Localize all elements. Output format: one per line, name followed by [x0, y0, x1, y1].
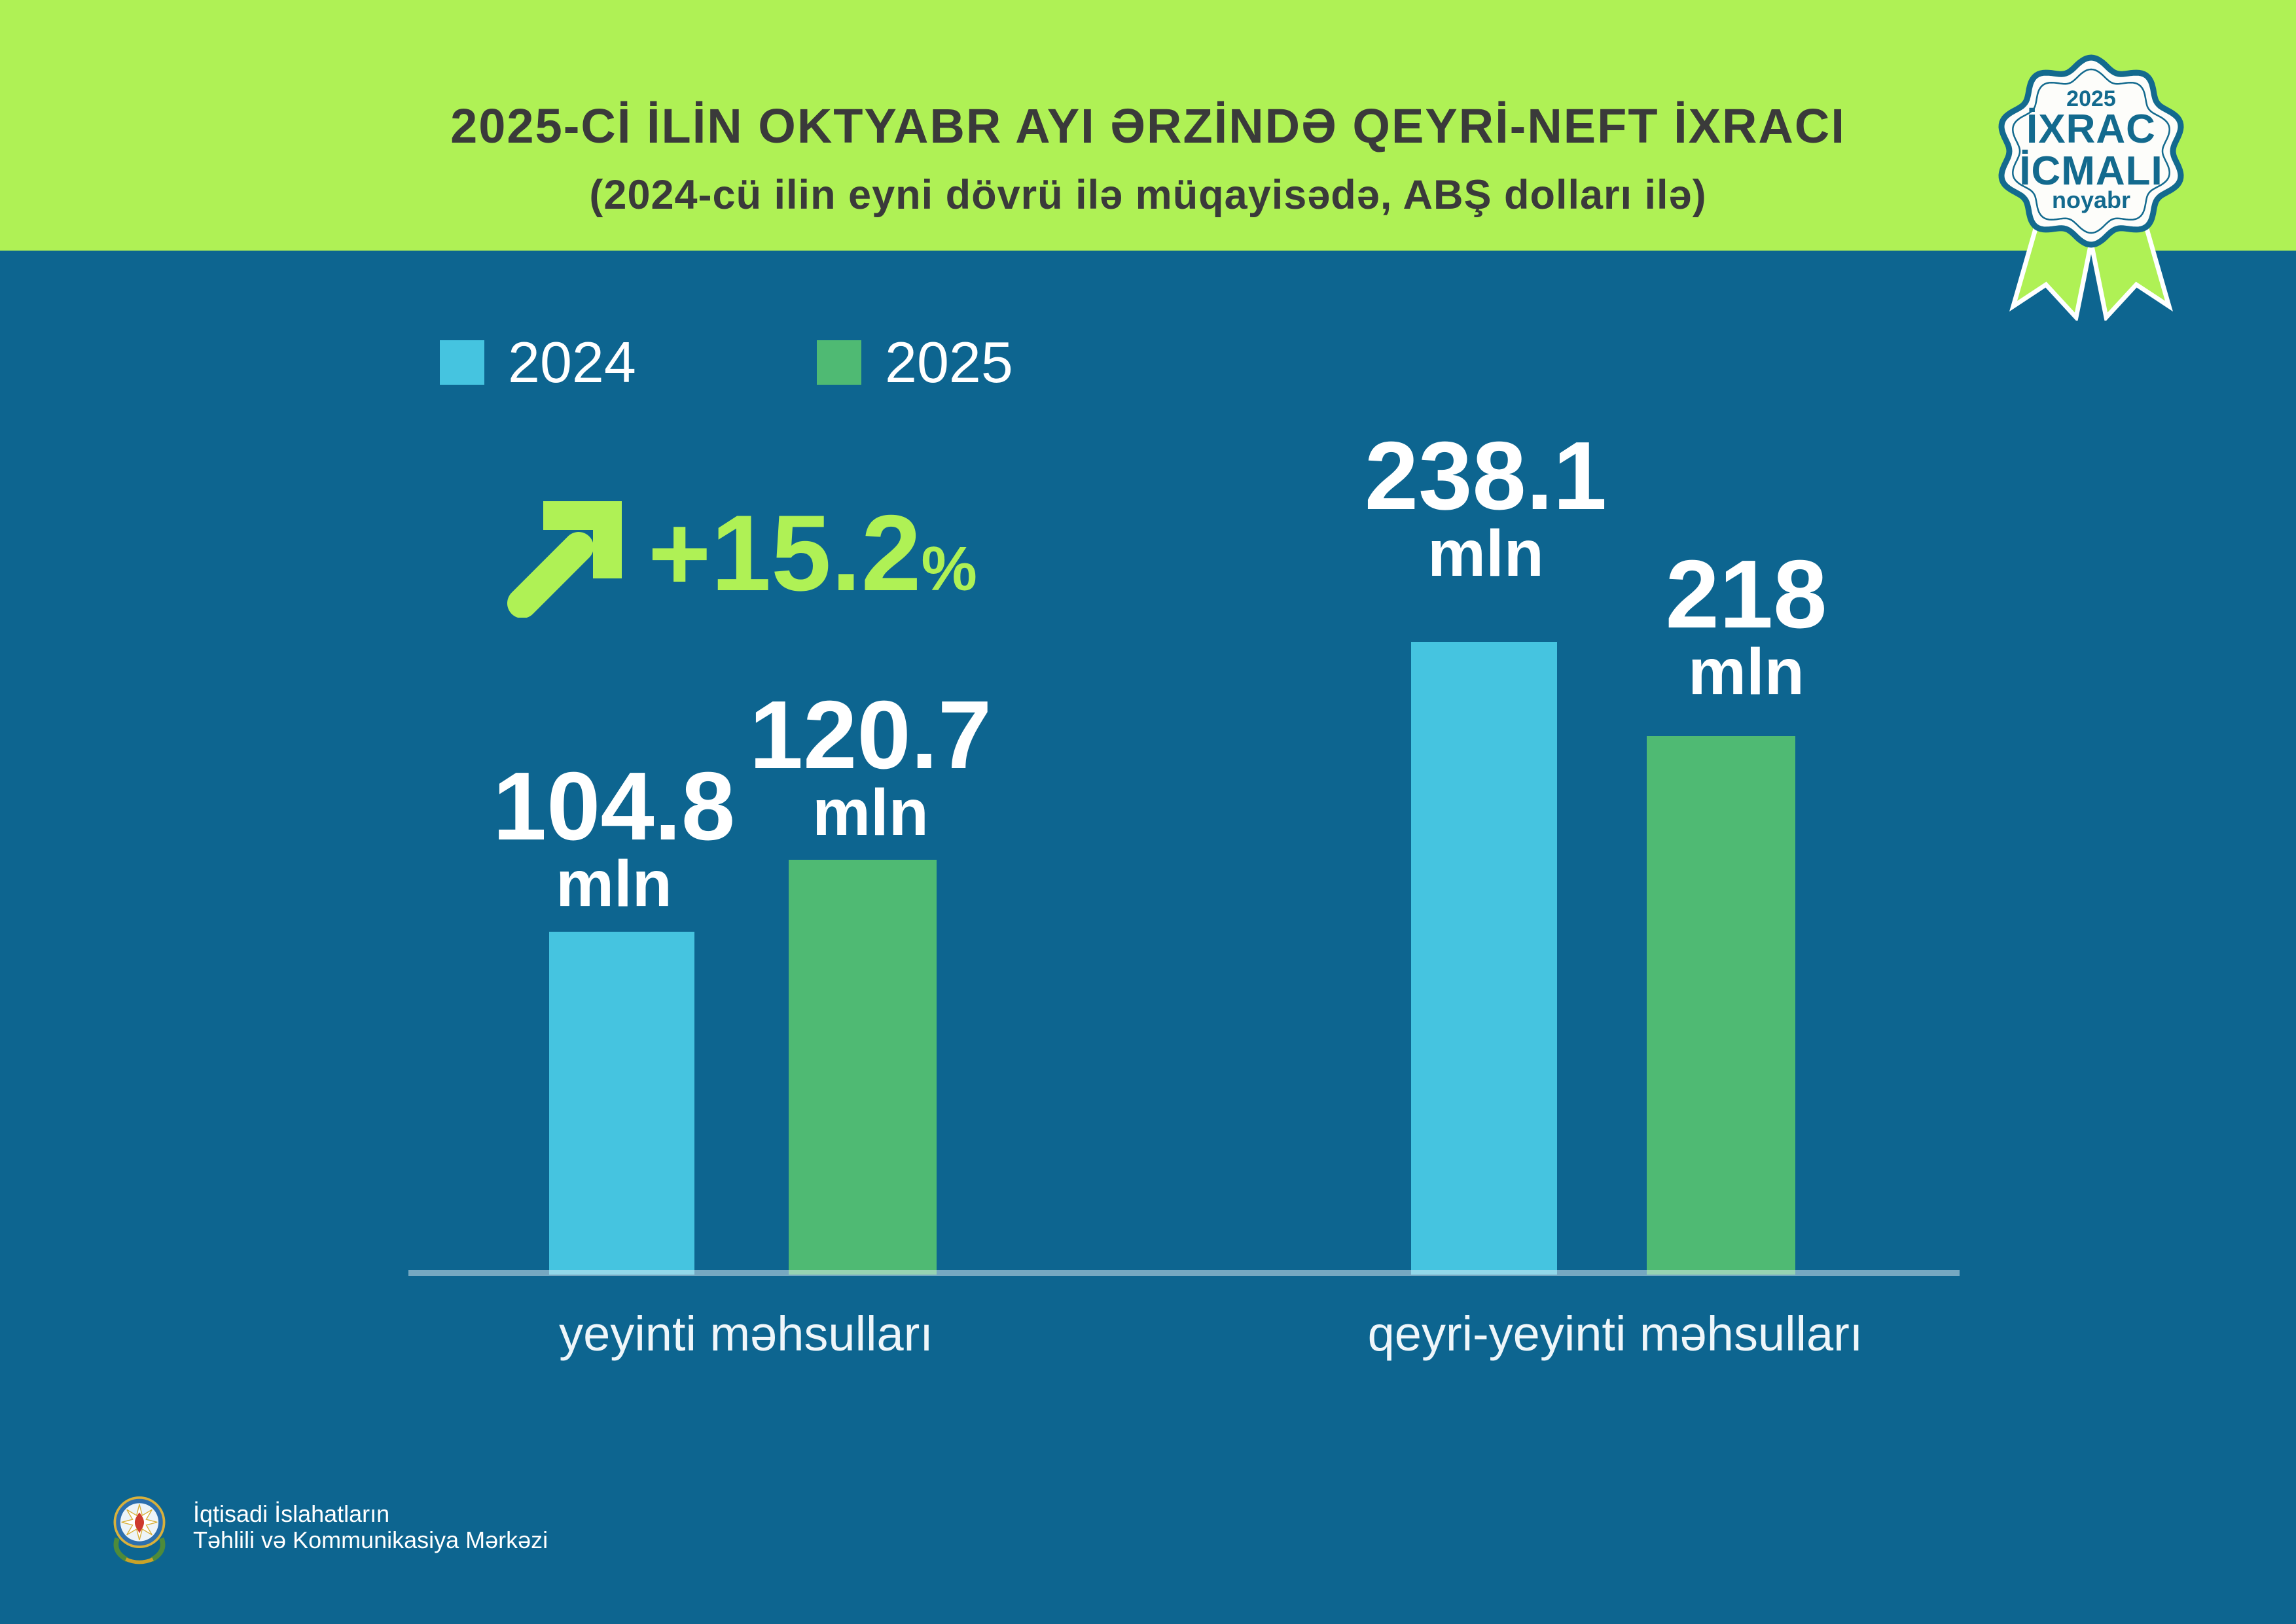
value-label-2025-nonfood: 218 mln	[1666, 546, 1827, 705]
badge-year: 2025	[2066, 86, 2116, 111]
value-unit: mln	[1688, 635, 1804, 709]
legend-swatch-2025	[817, 340, 861, 385]
growth-number: +15.2	[648, 493, 922, 613]
value-label-2024-food: 104.8 mln	[493, 758, 735, 917]
seal-scallop-outline	[1998, 54, 2184, 248]
org-line1: İqtisadi İslahatların	[193, 1500, 390, 1527]
bar-2024-food	[549, 932, 694, 1275]
header-band: 2025-Cİ İLİN OKTYABR AYI ƏRZİNDƏ QEYRİ-N…	[0, 0, 2296, 251]
organization-name: İqtisadi İslahatların Təhlili və Kommuni…	[193, 1501, 548, 1553]
badge-title-line2: İCMALI	[2019, 149, 2163, 194]
org-line2: Təhlili və Kommunikasiya Mərkəzi	[193, 1527, 548, 1553]
page-title: 2025-Cİ İLİN OKTYABR AYI ƏRZİNDƏ QEYRİ-N…	[450, 99, 1846, 153]
bar-2025-food	[789, 860, 937, 1275]
value-unit: mln	[812, 776, 929, 849]
legend-label-2024: 2024	[508, 330, 636, 395]
legend-label-2025: 2025	[885, 330, 1013, 395]
bar-2025-nonfood	[1647, 736, 1795, 1275]
value-number: 120.7	[749, 681, 992, 789]
legend-item-2025: 2025	[817, 330, 1013, 395]
percent-sign: %	[921, 534, 977, 604]
legend-item-2024: 2024	[440, 330, 636, 395]
value-unit: mln	[1427, 517, 1544, 590]
legend-swatch-2024	[440, 340, 484, 385]
category-label-nonfood: qeyri-yeyinti məhsulları	[1367, 1307, 1863, 1361]
badge-month: noyabr	[2052, 186, 2130, 213]
seal-scallop-inner-line	[2012, 68, 2170, 234]
value-number: 218	[1665, 540, 1827, 648]
badge-title-line1: İXRAC	[2026, 107, 2156, 152]
growth-value: +15.2%	[648, 499, 977, 607]
value-unit: mln	[556, 847, 672, 921]
value-label-2024-nonfood: 238.1 mln	[1364, 422, 1607, 590]
value-label-2025-food: 120.7 mln	[749, 681, 992, 849]
bar-2024-nonfood	[1411, 642, 1557, 1275]
axis-baseline	[408, 1270, 1960, 1276]
value-number: 104.8	[492, 752, 736, 860]
page-subtitle: (2024-cü ilin eyni dövrü ilə müqayisədə,…	[589, 172, 1707, 218]
up-right-arrow-icon	[507, 501, 622, 618]
azerbaijan-emblem-icon	[113, 1496, 166, 1564]
badge-seal: 2025 İXRAC İCMALI noyabr	[1998, 54, 2184, 321]
category-label-food: yeyinti məhsulları	[559, 1307, 933, 1361]
value-number: 238.1	[1364, 422, 1607, 530]
